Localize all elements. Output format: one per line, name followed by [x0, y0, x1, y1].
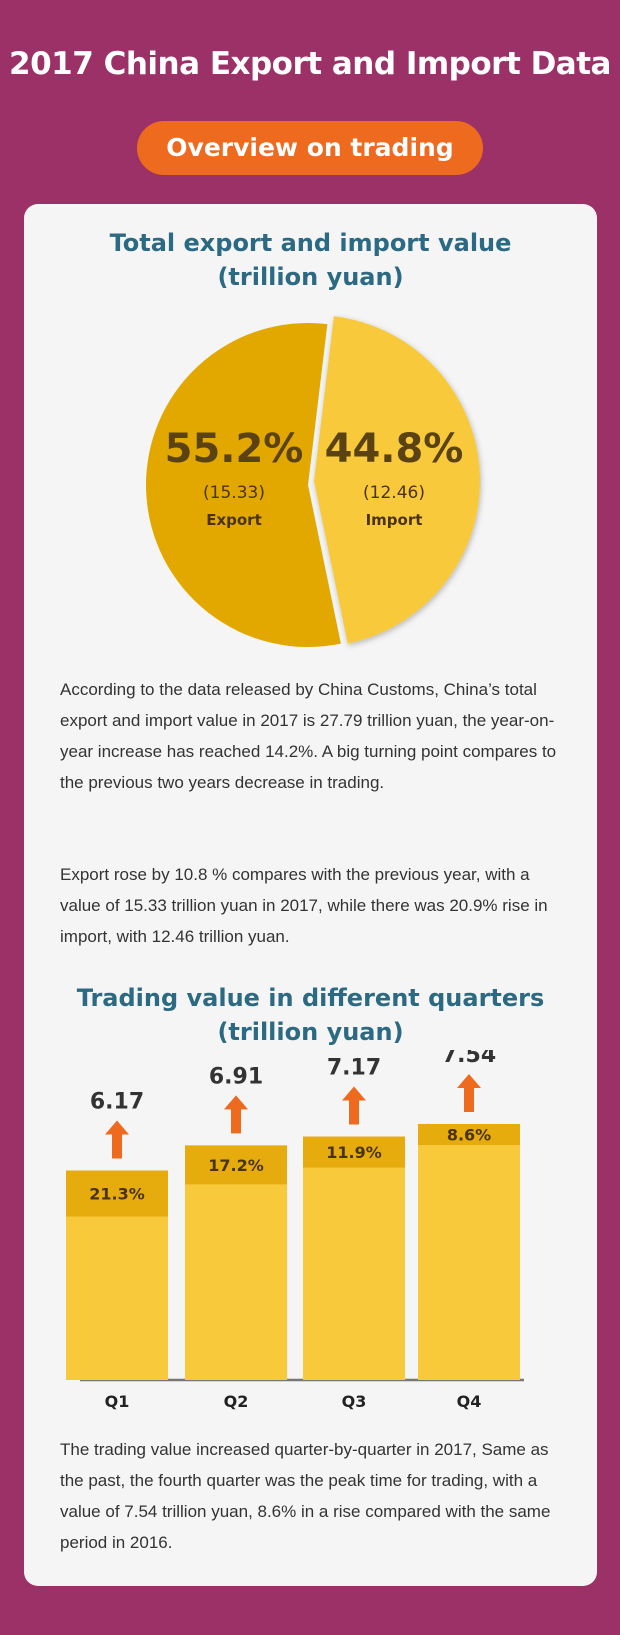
bar-q2	[185, 1145, 287, 1380]
value-label-q3: 7.17	[327, 1056, 381, 1081]
pie-value-import: (12.46)	[363, 483, 425, 503]
bar-title-line1: Trading value in different quarters	[76, 984, 545, 1012]
value-label-q2: 6.91	[209, 1064, 263, 1089]
pie-percent-export: 55.2%	[165, 426, 304, 472]
up-arrow-icon	[342, 1086, 366, 1125]
paragraph-export-import: Export rose by 10.8 % compares with the …	[60, 865, 548, 946]
pie-label-import: Import	[366, 511, 423, 529]
paragraph-quarters: The trading value increased quarter-by-q…	[60, 1440, 551, 1552]
bar-title-line2: (trillion yuan)	[217, 1018, 404, 1046]
pie-chart: 55.2% (15.33) Export 44.8% (12.46) Import	[146, 316, 480, 647]
category-label-q1: Q1	[105, 1392, 130, 1410]
paragraph-total: According to the data released by China …	[60, 680, 557, 792]
growth-label-q2: 17.2%	[208, 1156, 264, 1175]
bar-chart: 21.3% 6.17 Q1 17.2% 6.91 Q2 11.9% 7.17 Q3 8.6% 7.5…	[66, 1050, 524, 1410]
pie-slice-export	[146, 323, 341, 647]
value-label-q4: 7.54	[442, 1050, 496, 1068]
pie-slice-import	[314, 316, 480, 644]
bar-q3	[303, 1136, 405, 1380]
bar-q4	[418, 1124, 520, 1380]
pie-value-export: (15.33)	[203, 483, 265, 503]
pie-percent-import: 44.8%	[325, 426, 464, 472]
category-label-q2: Q2	[224, 1392, 249, 1410]
bar-cap-q3	[303, 1136, 405, 1168]
page-title: 2017 China Export and Import Data	[9, 46, 611, 82]
pie-title-line1: Total export and import value	[109, 229, 512, 257]
bar-cap-q1	[66, 1170, 168, 1217]
up-arrow-icon	[224, 1095, 248, 1134]
growth-label-q4: 8.6%	[447, 1126, 491, 1145]
up-arrow-icon	[457, 1074, 481, 1112]
pie-label-export: Export	[206, 511, 262, 529]
category-label-q3: Q3	[342, 1392, 367, 1410]
bar-cap-q4	[418, 1124, 520, 1145]
pie-title-line2: (trillion yuan)	[217, 263, 404, 291]
bar-cap-q2	[185, 1145, 287, 1185]
growth-label-q1: 21.3%	[89, 1185, 145, 1204]
up-arrow-icon	[105, 1120, 129, 1159]
growth-label-q3: 11.9%	[326, 1143, 382, 1162]
overview-pill: Overview on trading	[137, 121, 483, 175]
value-label-q1: 6.17	[90, 1090, 144, 1115]
category-label-q4: Q4	[457, 1392, 482, 1410]
